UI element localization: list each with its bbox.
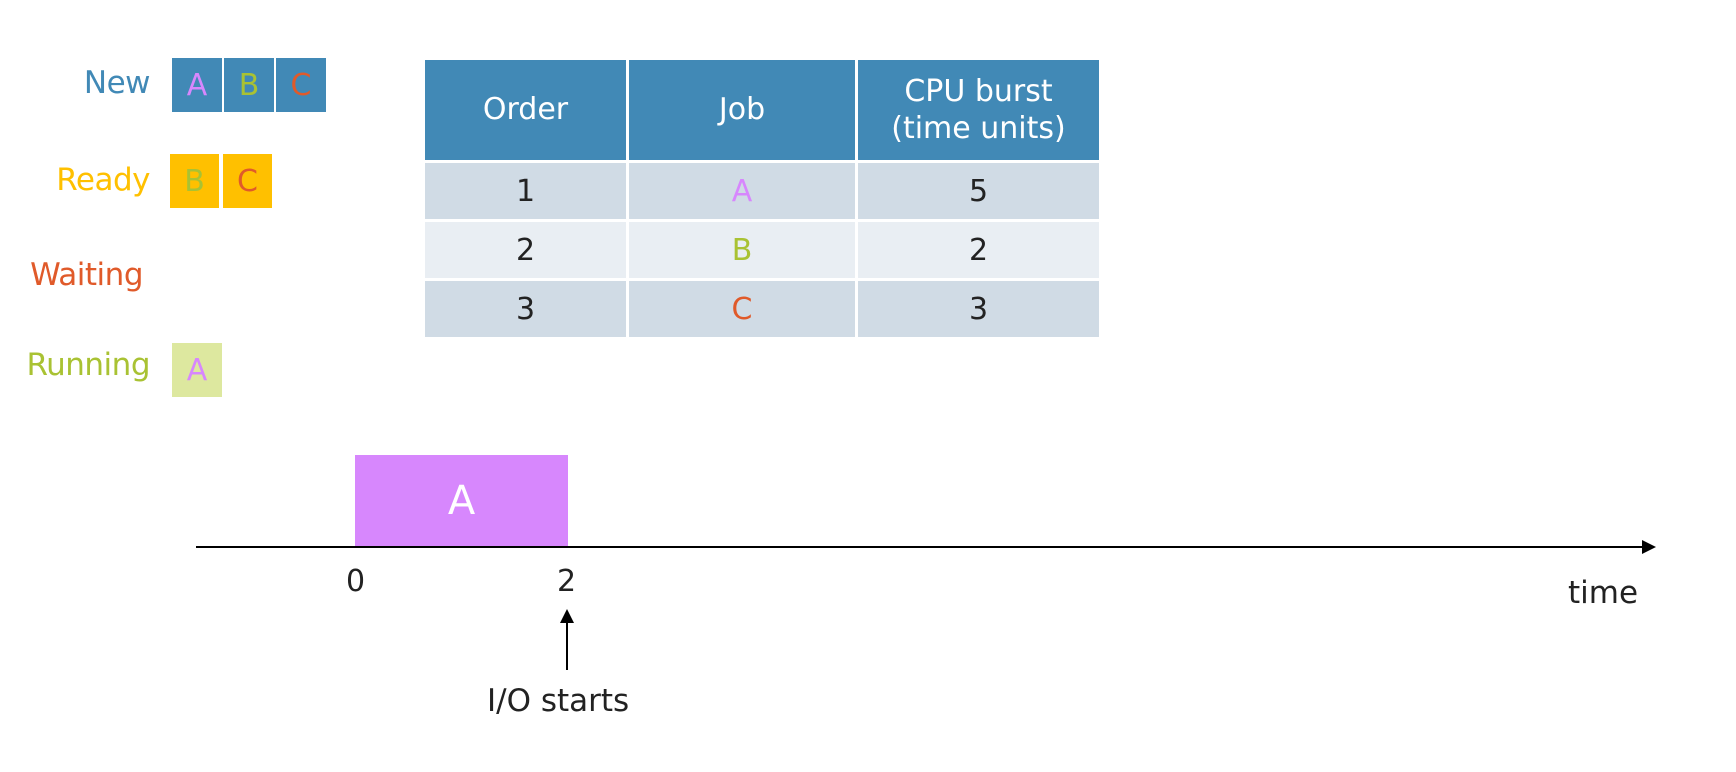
- tick-label-0: 0: [346, 564, 366, 599]
- ready-queue-job-b: B: [170, 154, 219, 208]
- header-cpu-burst: CPU burst (time units): [855, 57, 1102, 163]
- header-order: Order: [422, 57, 629, 163]
- new-queue-job-a: A: [172, 58, 222, 112]
- table-row: 3 C 3: [422, 278, 1102, 340]
- state-label-new: New: [83, 65, 151, 101]
- table-row: 2 B 2: [422, 219, 1102, 281]
- cell-job: A: [626, 160, 858, 222]
- annotation-arrow-line: [566, 622, 568, 670]
- cell-order: 2: [422, 219, 629, 281]
- axis-label-time: time: [1568, 575, 1639, 611]
- time-axis: [196, 546, 1646, 548]
- cell-burst: 5: [855, 160, 1102, 222]
- state-label-waiting: Waiting: [30, 257, 143, 293]
- tick-label-2: 2: [557, 564, 577, 599]
- header-job: Job: [626, 57, 858, 163]
- table-row: 1 A 5: [422, 160, 1102, 222]
- gantt-bar-job-a: A: [355, 455, 568, 547]
- up-arrow-icon: [560, 609, 574, 623]
- cell-order: 1: [422, 160, 629, 222]
- cell-job: C: [626, 278, 858, 340]
- job-table: Order Job CPU burst (time units) 1 A 5 2…: [422, 57, 1102, 340]
- state-label-ready: Ready: [56, 162, 150, 198]
- state-label-running: Running: [26, 347, 150, 383]
- new-queue-job-b: B: [224, 58, 274, 112]
- new-queue-job-c: C: [276, 58, 326, 112]
- ready-queue-job-c: C: [223, 154, 272, 208]
- axis-arrow-icon: [1642, 540, 1656, 554]
- annotation-io-starts: I/O starts: [487, 683, 630, 719]
- running-job-a: A: [172, 343, 222, 397]
- cell-burst: 2: [855, 219, 1102, 281]
- table-header-row: Order Job CPU burst (time units): [422, 57, 1102, 163]
- cell-burst: 3: [855, 278, 1102, 340]
- cell-order: 3: [422, 278, 629, 340]
- cell-job: B: [626, 219, 858, 281]
